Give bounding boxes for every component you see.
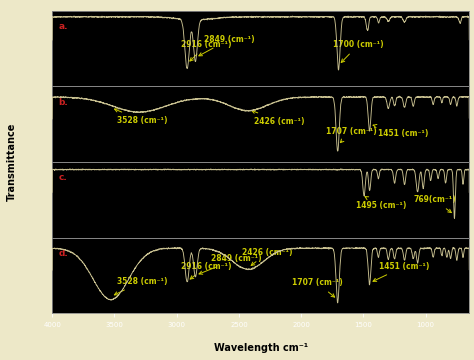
Text: 1707 (cm⁻¹): 1707 (cm⁻¹) [292,279,343,297]
Text: 3528 (cm⁻¹): 3528 (cm⁻¹) [114,277,167,295]
Text: 2916 (cm⁻¹): 2916 (cm⁻¹) [181,262,232,279]
Text: 2426 (cm⁻¹): 2426 (cm⁻¹) [252,110,304,126]
Text: 2849 (cm⁻¹): 2849 (cm⁻¹) [199,254,262,274]
Text: d.: d. [58,249,68,258]
Text: c.: c. [58,174,67,183]
Text: a.: a. [58,22,68,31]
Text: 3528 (cm⁻¹): 3528 (cm⁻¹) [115,109,167,125]
Text: 2916 (cm⁻¹): 2916 (cm⁻¹) [181,40,232,61]
Text: 1451 (cm⁻¹): 1451 (cm⁻¹) [373,262,430,282]
Text: 1495 (cm⁻¹): 1495 (cm⁻¹) [356,197,406,210]
Text: Wavelength cm⁻¹: Wavelength cm⁻¹ [214,343,308,353]
Text: 1707 (cm⁻¹): 1707 (cm⁻¹) [326,127,376,143]
Text: 2426 (cm⁻¹): 2426 (cm⁻¹) [242,248,293,265]
Text: 2849 (cm⁻¹): 2849 (cm⁻¹) [199,35,254,56]
Text: Transmittance: Transmittance [7,123,17,201]
Text: b.: b. [58,98,68,107]
Text: 769(cm⁻¹): 769(cm⁻¹) [413,195,456,213]
Text: 1451 (cm⁻¹): 1451 (cm⁻¹) [373,125,428,138]
Text: 1700 (cm⁻¹): 1700 (cm⁻¹) [333,40,384,63]
